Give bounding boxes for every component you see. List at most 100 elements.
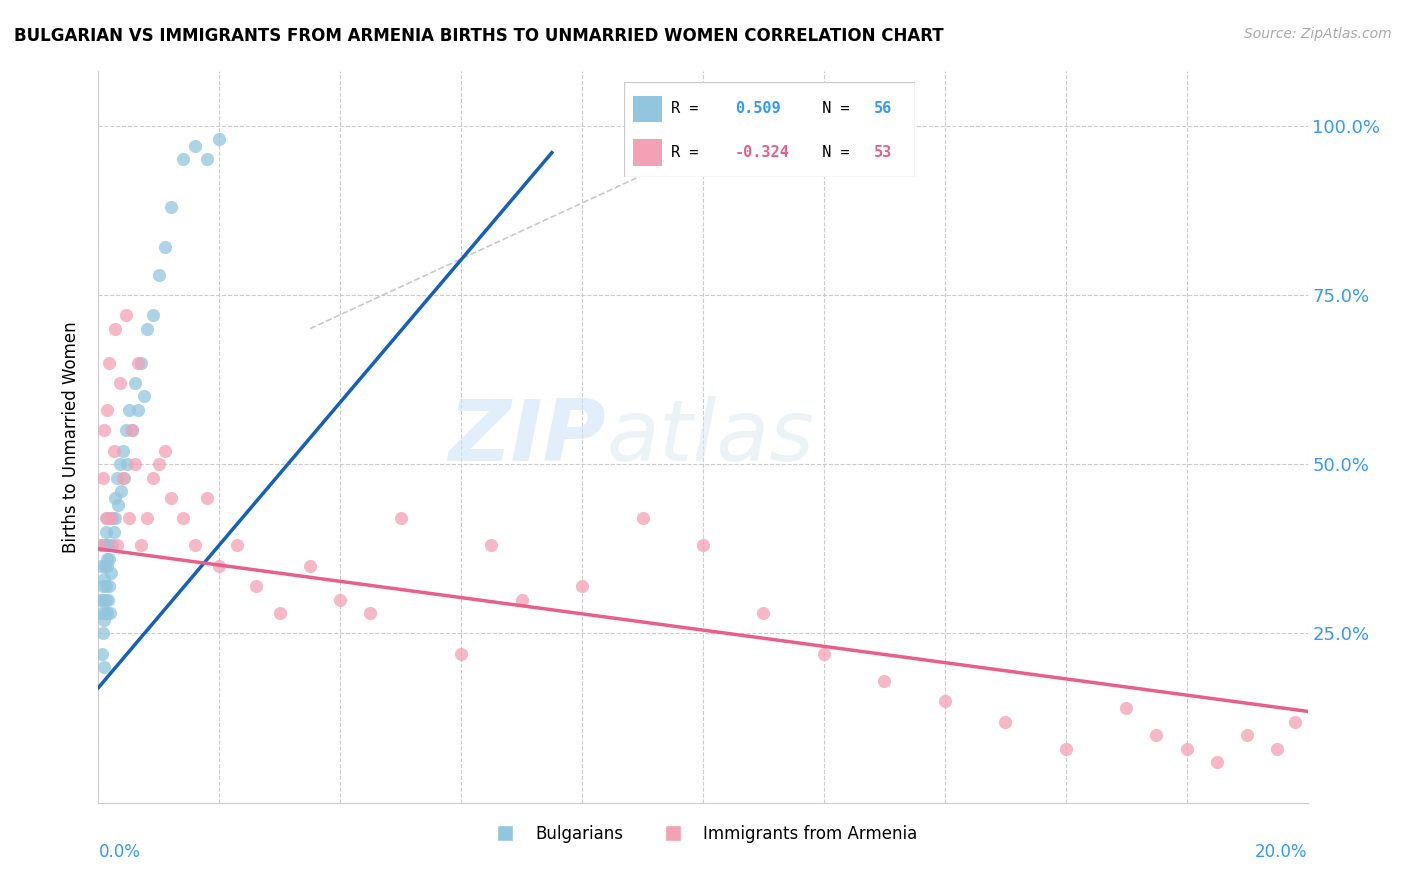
Point <box>389 511 412 525</box>
Text: ZIP: ZIP <box>449 395 606 479</box>
Point <box>510 592 533 607</box>
Point <box>105 471 128 485</box>
Point <box>108 457 131 471</box>
Point <box>1144 728 1167 742</box>
Point <box>94 511 117 525</box>
Point <box>101 511 124 525</box>
Point <box>127 403 149 417</box>
Point <box>129 538 152 552</box>
Point <box>1236 728 1258 742</box>
Point <box>93 538 115 552</box>
Point <box>104 322 127 336</box>
Point <box>329 592 352 607</box>
Point <box>299 558 322 573</box>
Point <box>994 714 1017 729</box>
Point <box>105 538 128 552</box>
Point <box>135 511 157 525</box>
Point <box>91 626 114 640</box>
Point <box>127 355 149 369</box>
Point <box>93 423 115 437</box>
Point <box>114 308 136 322</box>
Point <box>148 268 170 282</box>
Point <box>96 606 118 620</box>
Text: Source: ZipAtlas.com: Source: ZipAtlas.com <box>1244 27 1392 41</box>
Point <box>631 511 654 525</box>
Point <box>90 538 112 552</box>
Point <box>94 558 117 573</box>
Point <box>91 538 114 552</box>
Point <box>90 592 112 607</box>
Point <box>184 538 207 552</box>
Point <box>93 572 115 586</box>
Legend: Bulgarians, Immigrants from Armenia: Bulgarians, Immigrants from Armenia <box>482 818 924 849</box>
Point <box>104 491 127 505</box>
Point <box>104 511 127 525</box>
Point <box>110 484 132 499</box>
Point <box>96 403 118 417</box>
Point <box>208 132 231 146</box>
Point <box>571 579 593 593</box>
Point <box>124 457 146 471</box>
Point <box>226 538 249 552</box>
Point <box>172 511 194 525</box>
Point <box>93 613 115 627</box>
Point <box>813 647 835 661</box>
Point <box>97 592 120 607</box>
Point <box>184 139 207 153</box>
Point <box>124 376 146 390</box>
Point <box>91 606 114 620</box>
Point <box>98 606 121 620</box>
Point <box>873 673 896 688</box>
Point <box>153 240 176 254</box>
Text: BULGARIAN VS IMMIGRANTS FROM ARMENIA BIRTHS TO UNMARRIED WOMEN CORRELATION CHART: BULGARIAN VS IMMIGRANTS FROM ARMENIA BIR… <box>14 27 943 45</box>
Point <box>96 558 118 573</box>
Point <box>1206 755 1229 769</box>
Point <box>111 471 134 485</box>
Text: atlas: atlas <box>606 395 814 479</box>
Point <box>1115 701 1137 715</box>
Point <box>121 423 143 437</box>
Point <box>118 511 141 525</box>
Point <box>93 660 115 674</box>
Point <box>103 524 125 539</box>
Point <box>1054 741 1077 756</box>
Point <box>148 457 170 471</box>
Point <box>91 579 114 593</box>
Point <box>96 552 118 566</box>
Point <box>195 153 218 167</box>
Point <box>172 153 194 167</box>
Point <box>98 355 121 369</box>
Point <box>142 471 165 485</box>
Point <box>108 376 131 390</box>
Text: 0.0%: 0.0% <box>98 843 141 861</box>
Point <box>111 443 134 458</box>
Point <box>91 592 114 607</box>
Point <box>97 538 120 552</box>
Point <box>100 511 122 525</box>
Point <box>195 491 218 505</box>
Point <box>269 606 291 620</box>
Point <box>1175 741 1198 756</box>
Point <box>153 443 176 458</box>
Point <box>121 423 143 437</box>
Point <box>94 524 117 539</box>
Text: 20.0%: 20.0% <box>1256 843 1308 861</box>
Point <box>360 606 382 620</box>
Point <box>135 322 157 336</box>
Point <box>692 538 714 552</box>
Point <box>752 606 775 620</box>
Point <box>450 647 472 661</box>
Point <box>245 579 267 593</box>
Point <box>160 491 183 505</box>
Point <box>97 579 120 593</box>
Point <box>117 457 139 471</box>
Point <box>98 552 121 566</box>
Point <box>132 389 155 403</box>
Point <box>112 471 135 485</box>
Point <box>90 558 112 573</box>
Point <box>1284 714 1306 729</box>
Point <box>91 471 114 485</box>
Point <box>118 403 141 417</box>
Point <box>160 200 183 214</box>
Point <box>94 592 117 607</box>
